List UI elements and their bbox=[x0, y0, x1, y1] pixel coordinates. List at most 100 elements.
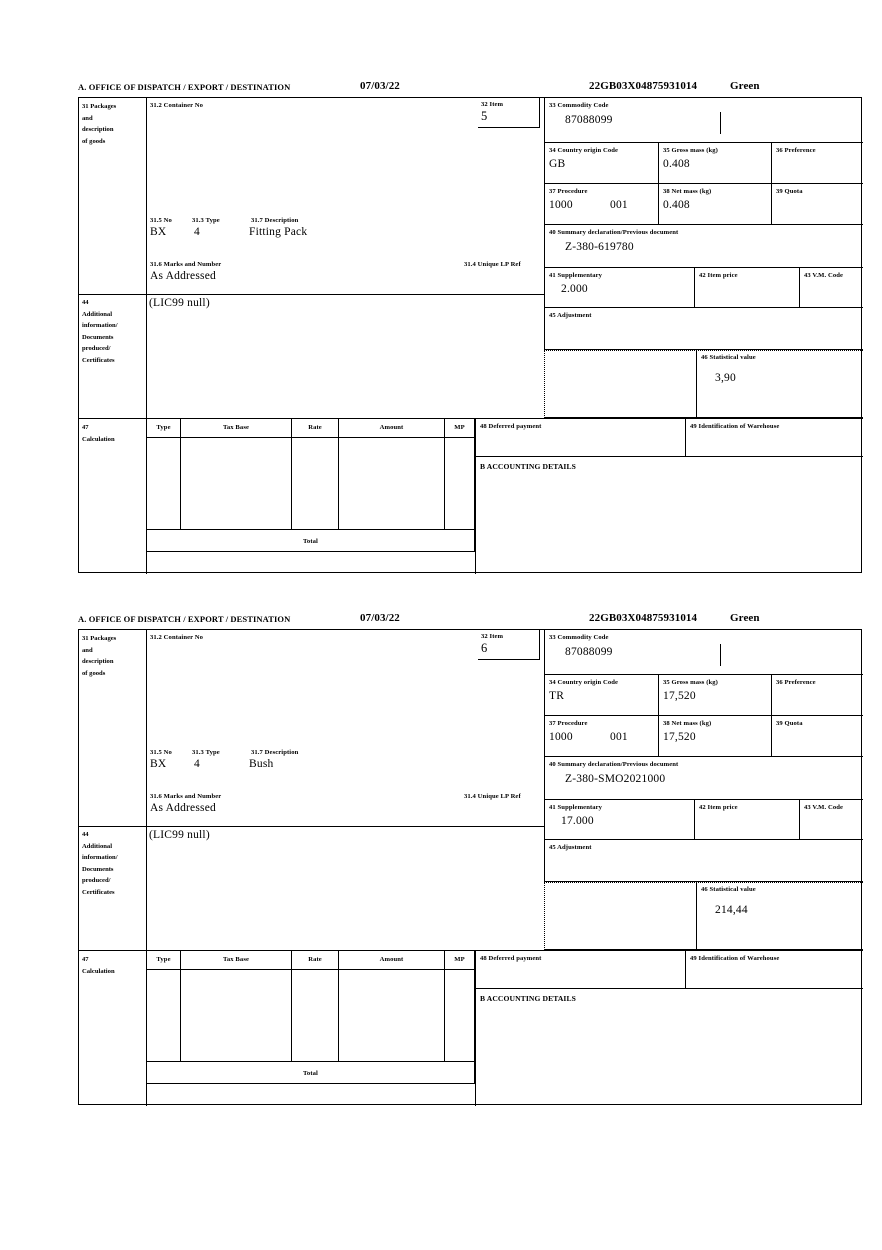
box-46-dotted-left-edge bbox=[544, 882, 545, 950]
box-36-label: 36 Preference bbox=[776, 679, 816, 686]
box-41-value[interactable]: 2.000 bbox=[561, 283, 588, 295]
box-39-quota-cell: 39 Quota bbox=[771, 716, 863, 757]
form-header: A. OFFICE OF DISPATCH / EXPORT / DESTINA… bbox=[78, 80, 862, 97]
calc-cell-mp[interactable] bbox=[444, 438, 475, 530]
box-35-gross-mass-cell: 35 Gross mass (kg) 17,520 bbox=[658, 675, 771, 716]
box-47-label: 47 Calculation bbox=[82, 424, 115, 443]
box-46-value[interactable]: 214,44 bbox=[715, 904, 748, 916]
box-32-label: 32 Item bbox=[481, 633, 504, 640]
box-31-5-label: 31.5 No bbox=[150, 217, 172, 224]
box-32-item-cell: 32 Item 5 bbox=[478, 98, 540, 128]
calc-col-type-label: Type bbox=[156, 956, 171, 963]
box-40-summary-declaration-cell: 40 Summary declaration/Previous document… bbox=[544, 757, 863, 800]
box-46-dotted-left-edge bbox=[544, 350, 545, 418]
box-35-value[interactable]: 17,520 bbox=[663, 690, 696, 702]
box-40-value[interactable]: Z-380-619780 bbox=[565, 241, 634, 253]
box-42-label: 42 Item price bbox=[699, 272, 738, 279]
box-45-46-dotted-divider bbox=[544, 350, 863, 351]
box-31-3-label: 31.3 Type bbox=[192, 749, 220, 756]
box-31-3-value[interactable]: 4 bbox=[194, 758, 200, 770]
box-43-label: 43 V.M. Code bbox=[804, 804, 844, 811]
calc-cell-mp[interactable] bbox=[444, 970, 475, 1062]
box-38-net-mass-cell: 38 Net mass (kg) 0.408 bbox=[658, 184, 771, 225]
calc-col-amount-label: Amount bbox=[379, 956, 404, 963]
box-44-value[interactable]: (LIC99 null) bbox=[149, 829, 210, 841]
box-31-5-value[interactable]: BX bbox=[150, 226, 167, 238]
declaration-reference: 22GB03X04875931014 bbox=[589, 80, 698, 92]
box-40-value[interactable]: Z-380-SMO2021000 bbox=[565, 773, 666, 785]
calc-cell-amount[interactable] bbox=[338, 970, 444, 1062]
calc-cell-type[interactable] bbox=[147, 438, 180, 530]
calc-total-row: Total bbox=[147, 1062, 475, 1084]
box-37-label: 37 Procedure bbox=[549, 720, 588, 727]
box-39-quota-cell: 39 Quota bbox=[771, 184, 863, 225]
calc-header-type: Type bbox=[147, 950, 180, 970]
box-32-item-cell: 32 Item 6 bbox=[478, 630, 540, 660]
calc-col-rate-label: Rate bbox=[308, 956, 322, 963]
calc-header-rate: Rate bbox=[291, 950, 338, 970]
calc-total-label: Total bbox=[303, 1070, 318, 1077]
box-44-content-cell: (LIC99 null) bbox=[147, 294, 544, 418]
box-31-6-value[interactable]: As Addressed bbox=[150, 802, 216, 814]
calc-cell-tax-base[interactable] bbox=[180, 970, 291, 1062]
box-45-46-dotted-divider bbox=[544, 882, 863, 883]
box-38-net-mass-cell: 38 Net mass (kg) 17,520 bbox=[658, 716, 771, 757]
box-35-gross-mass-cell: 35 Gross mass (kg) 0.408 bbox=[658, 143, 771, 184]
box-34-value[interactable]: TR bbox=[549, 690, 565, 702]
box-40-label: 40 Summary declaration/Previous document bbox=[549, 229, 679, 236]
box-36-label: 36 Preference bbox=[776, 147, 816, 154]
box-47-label: 47 Calculation bbox=[82, 956, 115, 975]
declaration-copy-colour: Green bbox=[730, 80, 760, 92]
box-31-7-label: 31.7 Description bbox=[251, 749, 299, 756]
calc-col-type-label: Type bbox=[156, 424, 171, 431]
box-46-value[interactable]: 3,90 bbox=[715, 372, 736, 384]
box-31-2-label: 31.2 Container No bbox=[150, 102, 204, 109]
box-37-value-1[interactable]: 1000 bbox=[549, 199, 573, 211]
box-44-label: 44 Additional information/Documents produce… bbox=[82, 299, 118, 364]
calc-cell-tax-base[interactable] bbox=[180, 438, 291, 530]
box-48-label: 48 Deferred payment bbox=[480, 423, 542, 430]
box-31-label-cell: 31 Packages and description of goods bbox=[79, 630, 147, 826]
calc-col-tax-base-label: Tax Base bbox=[222, 956, 250, 963]
calc-cell-type[interactable] bbox=[147, 970, 180, 1062]
box-46-label: 46 Statistical value bbox=[701, 886, 756, 893]
box-32-value[interactable]: 5 bbox=[481, 109, 488, 123]
box-37-value-2[interactable]: 001 bbox=[610, 731, 628, 743]
box-47-label-cell: 47 Calculation bbox=[79, 950, 147, 1106]
box-37-procedure-cell: 37 Procedure 1000 001 bbox=[544, 184, 658, 225]
box-45-adjustment-cell: 45 Adjustment bbox=[544, 840, 863, 882]
calc-header-rate: Rate bbox=[291, 418, 338, 438]
box-31-5-value[interactable]: BX bbox=[150, 758, 167, 770]
declaration-reference: 22GB03X04875931014 bbox=[589, 612, 698, 624]
box-38-value[interactable]: 17,520 bbox=[663, 731, 696, 743]
box-38-value[interactable]: 0.408 bbox=[663, 199, 690, 211]
box-37-value-1[interactable]: 1000 bbox=[549, 731, 573, 743]
box-35-value[interactable]: 0.408 bbox=[663, 158, 690, 170]
box-31-6-value[interactable]: As Addressed bbox=[150, 270, 216, 282]
box-44-value[interactable]: (LIC99 null) bbox=[149, 297, 210, 309]
box-31-3-value[interactable]: 4 bbox=[194, 226, 200, 238]
box-33-commodity-code-cell: 33 Commodity Code 87088099 bbox=[544, 630, 863, 675]
calc-cell-rate[interactable] bbox=[291, 438, 338, 530]
box-34-value[interactable]: GB bbox=[549, 158, 566, 170]
box-48-deferred-payment-cell: 48 Deferred payment bbox=[475, 418, 685, 457]
box-33-commodity-code-cell: 33 Commodity Code 87088099 bbox=[544, 98, 863, 143]
box-40-summary-declaration-cell: 40 Summary declaration/Previous document… bbox=[544, 225, 863, 268]
box-37-value-2[interactable]: 001 bbox=[610, 199, 628, 211]
calc-total-row: Total bbox=[147, 530, 475, 552]
box-32-value[interactable]: 6 bbox=[481, 641, 488, 655]
box-33-value[interactable]: 87088099 bbox=[565, 114, 613, 126]
box-36-preference-cell: 36 Preference bbox=[771, 143, 863, 184]
box-31-7-value[interactable]: Bush bbox=[249, 758, 274, 770]
box-41-value[interactable]: 17.000 bbox=[561, 815, 594, 827]
box-31-7-value[interactable]: Fitting Pack bbox=[249, 226, 308, 238]
box-46-blank-left-cell bbox=[544, 350, 696, 418]
box-42-item-price-cell: 42 Item price bbox=[694, 268, 799, 308]
declaration-date: 07/03/22 bbox=[360, 80, 400, 92]
calc-cell-rate[interactable] bbox=[291, 970, 338, 1062]
box-43-vm-code-cell: 43 V.M. Code bbox=[799, 268, 863, 308]
form-header: A. OFFICE OF DISPATCH / EXPORT / DESTINA… bbox=[78, 612, 862, 629]
calc-cell-amount[interactable] bbox=[338, 438, 444, 530]
box-33-value[interactable]: 87088099 bbox=[565, 646, 613, 658]
box-31-5-label: 31.5 No bbox=[150, 749, 172, 756]
